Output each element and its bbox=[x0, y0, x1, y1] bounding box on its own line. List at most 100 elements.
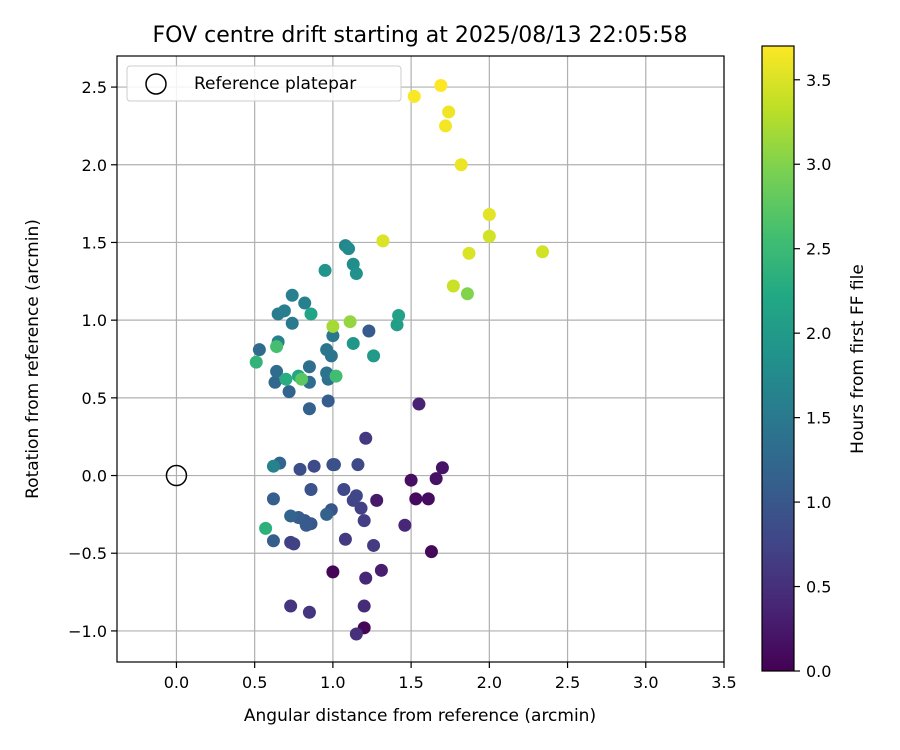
colorbar-tick-label: 0.0 bbox=[806, 662, 831, 681]
data-point bbox=[329, 369, 343, 383]
data-point bbox=[326, 319, 340, 333]
y-tick-label: −0.5 bbox=[68, 544, 107, 563]
data-point bbox=[318, 263, 332, 277]
x-axis-ticks: 0.0 0.5 1.0 1.5 2.0 2.5 3.0 3.5 bbox=[164, 662, 737, 692]
y-axis-ticks: −1.0 −0.5 0.0 0.5 1.0 1.5 2.0 2.5 bbox=[68, 78, 117, 641]
data-point bbox=[462, 246, 476, 260]
data-point bbox=[266, 459, 280, 473]
data-point bbox=[304, 483, 318, 497]
data-point bbox=[412, 397, 426, 411]
data-point bbox=[327, 458, 341, 472]
data-point bbox=[249, 355, 263, 369]
data-point bbox=[434, 79, 448, 93]
chart-title: FOV centre drift starting at 2025/08/13 … bbox=[153, 23, 688, 48]
data-point bbox=[259, 521, 273, 535]
scatter-points bbox=[165, 79, 550, 641]
data-point bbox=[252, 343, 266, 357]
plot-frame bbox=[116, 55, 725, 663]
x-tick-label: 0.5 bbox=[242, 673, 267, 692]
data-point bbox=[439, 119, 453, 133]
colorbar-tick-label: 0.5 bbox=[806, 578, 831, 597]
colorbar-tick-label: 3.5 bbox=[806, 71, 831, 90]
data-point bbox=[424, 545, 438, 559]
x-axis-label: Angular distance from reference (arcmin) bbox=[244, 706, 596, 726]
data-point bbox=[285, 316, 299, 330]
data-point bbox=[392, 308, 406, 322]
legend: Reference platepar bbox=[126, 65, 402, 102]
data-point bbox=[407, 89, 421, 103]
data-point bbox=[367, 538, 381, 552]
data-point bbox=[398, 518, 412, 532]
data-point bbox=[279, 372, 293, 386]
y-tick-label: −1.0 bbox=[68, 622, 107, 641]
data-point bbox=[266, 534, 280, 548]
colorbar-frame bbox=[761, 45, 795, 672]
colorbar-tick-label: 1.5 bbox=[806, 409, 831, 428]
data-point bbox=[268, 375, 282, 389]
x-tick-label: 1.0 bbox=[320, 673, 345, 692]
x-tick-label: 3.0 bbox=[633, 673, 658, 692]
x-tick-label: 2.5 bbox=[555, 673, 580, 692]
data-point bbox=[536, 245, 550, 259]
data-point bbox=[302, 605, 316, 619]
data-point bbox=[302, 360, 316, 374]
legend-box bbox=[126, 65, 402, 102]
y-axis-label: Rotation from reference (arcmin) bbox=[23, 219, 43, 499]
data-point bbox=[304, 307, 318, 321]
data-point bbox=[376, 234, 390, 248]
legend-marker-circle bbox=[145, 73, 167, 95]
x-tick-label: 0.0 bbox=[164, 673, 189, 692]
data-point bbox=[307, 459, 321, 473]
colorbar-tick-label: 2.5 bbox=[806, 240, 831, 259]
data-point bbox=[293, 462, 307, 476]
data-point bbox=[321, 394, 335, 408]
colorbar-tick-label: 3.0 bbox=[806, 155, 831, 174]
data-point bbox=[442, 105, 456, 119]
data-point bbox=[302, 402, 316, 416]
data-point bbox=[357, 599, 371, 613]
data-point bbox=[454, 158, 468, 172]
data-point bbox=[482, 207, 496, 221]
colorbar-label: Hours from first FF file bbox=[848, 264, 868, 454]
data-point bbox=[298, 296, 312, 310]
data-point bbox=[295, 372, 309, 386]
data-point bbox=[367, 349, 381, 363]
data-point bbox=[266, 492, 280, 506]
data-point bbox=[338, 532, 352, 546]
data-point bbox=[351, 458, 365, 472]
reference-platepar-marker bbox=[165, 464, 188, 487]
data-point bbox=[342, 242, 356, 256]
x-tick-label: 2.0 bbox=[477, 673, 502, 692]
data-point bbox=[359, 431, 373, 445]
x-tick-label: 3.5 bbox=[711, 673, 736, 692]
y-tick-label: 2.0 bbox=[82, 156, 107, 175]
data-point bbox=[370, 493, 384, 507]
y-tick-label: 2.5 bbox=[82, 78, 107, 97]
data-point bbox=[429, 472, 443, 486]
data-point bbox=[349, 489, 363, 503]
colorbar-ticks: 0.0 0.5 1.0 1.5 2.0 2.5 3.0 3.5 bbox=[794, 71, 831, 681]
colorbar-tick-label: 1.0 bbox=[806, 493, 831, 512]
data-point bbox=[320, 343, 334, 357]
data-point bbox=[284, 599, 298, 613]
colorbar-gradient bbox=[762, 46, 794, 671]
data-point bbox=[270, 340, 284, 354]
data-point bbox=[277, 304, 291, 318]
data-point bbox=[357, 514, 371, 528]
y-tick-label: 0.0 bbox=[82, 467, 107, 486]
data-point bbox=[482, 229, 496, 243]
data-point bbox=[460, 287, 474, 301]
data-point bbox=[326, 565, 340, 579]
data-point bbox=[285, 288, 299, 302]
data-point bbox=[284, 509, 298, 523]
data-point bbox=[320, 507, 334, 521]
colorbar-tick-label: 2.0 bbox=[806, 324, 831, 343]
x-tick-label: 1.5 bbox=[398, 673, 423, 692]
data-point bbox=[349, 627, 363, 641]
data-point bbox=[374, 563, 388, 577]
data-point bbox=[362, 324, 376, 338]
data-point bbox=[446, 279, 460, 293]
data-point bbox=[337, 483, 351, 497]
y-tick-label: 1.5 bbox=[82, 233, 107, 252]
